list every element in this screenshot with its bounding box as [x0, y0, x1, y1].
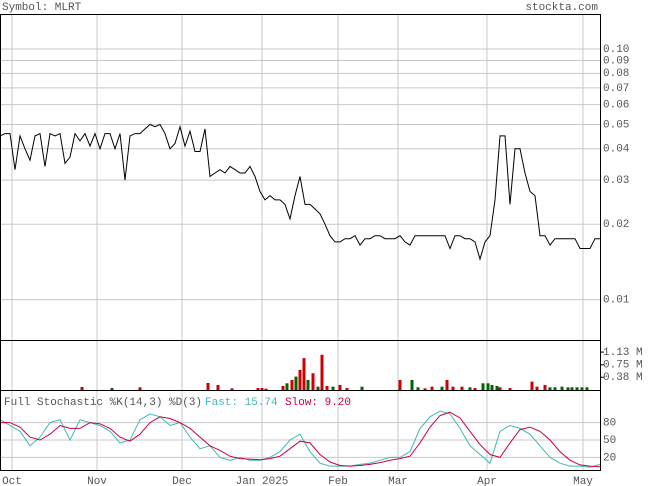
x-tick-label: Jan 2025 [236, 476, 289, 486]
price-line [0, 123, 600, 262]
volume-bar [398, 379, 402, 390]
y-tick-label: 0.02 [603, 219, 629, 231]
y-tick-label: 0.10 [603, 44, 629, 56]
volume-bar [473, 387, 477, 390]
y-tick-label: 0.75 M [603, 360, 643, 372]
volume-bar [110, 387, 114, 390]
volume-bar [530, 381, 534, 390]
volume-bar [360, 386, 364, 390]
x-tick-label: Nov [87, 476, 107, 486]
volume-bar [410, 379, 414, 390]
x-tick-label: Feb [328, 476, 348, 486]
volume-bar [423, 388, 427, 390]
stoch-frame [0, 390, 601, 471]
volume-bar [294, 376, 298, 390]
volume-bar [430, 386, 434, 390]
x-tick-label: Oct [2, 476, 22, 486]
y-tick-label: 80 [603, 418, 616, 430]
volume-bar [580, 387, 584, 390]
volume-bar [345, 387, 349, 390]
volume-bar [548, 387, 552, 390]
volume-bar [264, 388, 268, 390]
y-tick-label: 0.04 [603, 144, 630, 156]
volume-bar [256, 387, 260, 390]
volume-bar [311, 373, 315, 390]
volume-bar [138, 387, 142, 390]
volume-bar [460, 386, 464, 390]
y-tick-label: 20 [603, 452, 616, 464]
y-tick-label: 0.07 [603, 83, 629, 95]
volume-bar [451, 386, 455, 390]
volume-bar [302, 358, 306, 390]
volume-bar [216, 384, 220, 390]
volume-bar [298, 369, 302, 390]
volume-bar [585, 387, 589, 390]
volume-bar [566, 387, 570, 390]
x-tick-label: Mar [388, 476, 408, 486]
volume-bar [331, 386, 335, 390]
volume-bar [468, 387, 472, 390]
volume-bar [325, 385, 329, 390]
volume-bar [440, 386, 444, 390]
stoch-title: Full Stochastic %K(14,3) %D(3) [4, 397, 202, 409]
volume-bar [495, 385, 499, 390]
volume-bar [260, 387, 264, 390]
volume-bar [316, 386, 320, 390]
y-tick-label: 0.06 [603, 100, 629, 112]
volume-bar [498, 387, 502, 390]
x-tick-label: May [573, 476, 593, 486]
volume-bar [206, 382, 210, 390]
y-tick-label: 1.13 M [603, 347, 643, 359]
volume-bar [320, 354, 324, 390]
volume-bar [416, 387, 420, 390]
volume-bar [486, 383, 490, 390]
volume-bar [560, 386, 564, 390]
volume-bar [553, 387, 557, 390]
volume-bar [575, 387, 579, 390]
volume-bar [508, 387, 512, 390]
volume-bar [281, 385, 285, 390]
symbol: Symbol: MLRT [2, 2, 82, 14]
volume-bar [543, 384, 547, 390]
y-tick-label: 50 [603, 435, 616, 447]
y-tick-label: 0.38 M [603, 372, 643, 384]
volume-bar [285, 383, 289, 390]
volume-bar [290, 379, 294, 390]
y-tick-label: 0.01 [603, 295, 630, 307]
volume-bar [230, 388, 234, 390]
y-tick-label: 0.05 [603, 119, 629, 131]
panels: Oct Nov Dec Jan 2025 Feb Mar Apr May0.100.090.0… [0, 14, 643, 486]
stoch-line [0, 410, 601, 468]
stoch-line [0, 411, 601, 468]
volume-bar [570, 387, 574, 390]
volume-bar [535, 386, 539, 390]
volume-bar [445, 379, 449, 390]
site: stockta.com [525, 2, 598, 14]
volume-bar [306, 379, 310, 390]
x-tick-label: Apr [477, 476, 497, 486]
volume-bar [338, 384, 342, 390]
volume-bar [481, 383, 485, 390]
volume-bar [490, 384, 494, 390]
legend-entry: Fast: 15.74 [205, 397, 278, 409]
y-tick-label: 0.09 [603, 55, 629, 67]
volume-bar [80, 386, 84, 390]
y-tick-label: 0.03 [603, 175, 629, 187]
x-tick-label: Dec [172, 476, 192, 486]
y-tick-label: 0.08 [603, 68, 629, 80]
legend-entry: Slow: 9.20 [285, 397, 351, 409]
